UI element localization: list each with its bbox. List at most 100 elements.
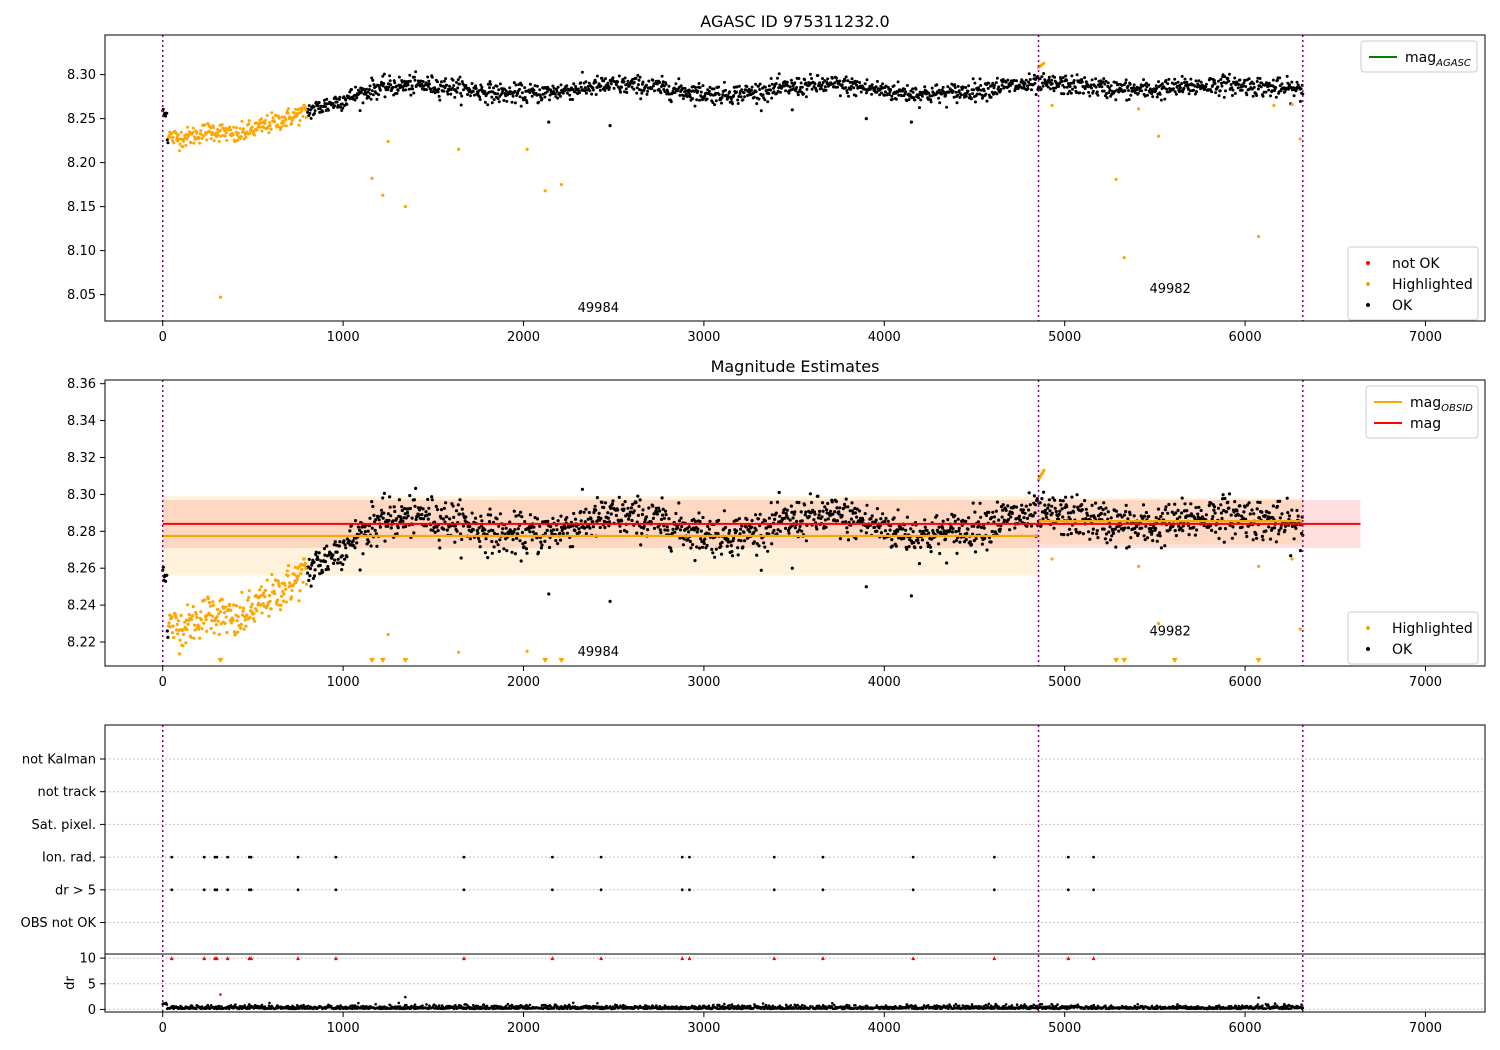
ok-point (905, 515, 910, 519)
ok-point (480, 519, 484, 523)
ok-point (1196, 512, 1200, 516)
ok-point (555, 89, 559, 93)
ok-point (987, 510, 991, 514)
ok-point (830, 76, 834, 80)
ok-point (1103, 82, 1107, 86)
highlighted-point (250, 602, 254, 606)
ok-point (825, 508, 829, 512)
ok-point (1251, 94, 1255, 98)
ok-point (1048, 509, 1052, 513)
ok-point (441, 517, 445, 521)
ok-point (905, 99, 909, 103)
ok-point (847, 94, 850, 98)
ok-point (448, 517, 452, 521)
ok-point (1074, 527, 1078, 532)
ok-point (820, 515, 824, 519)
ok-point (995, 76, 999, 80)
ok-point (361, 552, 365, 556)
ok-point (375, 97, 379, 101)
ok-point (307, 104, 311, 108)
highlighted-point (457, 147, 461, 151)
ok-point (1267, 81, 1271, 85)
ok-point (459, 103, 463, 107)
ok-point (883, 90, 887, 94)
ok-point (1237, 513, 1241, 517)
ok-point (478, 539, 482, 544)
ok-point (395, 532, 399, 536)
ok-point (534, 532, 538, 536)
ok-point (561, 532, 565, 536)
ok-point (969, 543, 974, 547)
ok-point (947, 529, 952, 533)
highlighted-point (218, 295, 223, 299)
ok-point (508, 86, 512, 90)
ok-point (1194, 506, 1198, 510)
ok-point (538, 524, 542, 528)
ok-point (853, 511, 858, 515)
ok-point (786, 516, 790, 520)
highlighted-point (255, 128, 259, 132)
ok-point (985, 548, 989, 552)
ok-point (455, 529, 459, 533)
ok-point (879, 517, 883, 521)
highlighted-point (174, 131, 178, 135)
ok-point (846, 79, 850, 83)
highlighted-point (186, 125, 189, 129)
ok-point (979, 84, 983, 87)
ok-point (600, 76, 604, 80)
ok-point (937, 96, 941, 100)
ok-point (1094, 85, 1098, 89)
ok-point (611, 76, 615, 80)
ok-point (955, 551, 959, 556)
highlighted-point (268, 124, 272, 128)
ok-point (355, 541, 359, 545)
ok-point (1033, 81, 1037, 85)
ok-point (323, 560, 328, 564)
ok-point (1043, 78, 1047, 82)
ok-point (971, 77, 975, 81)
ok-point (341, 562, 345, 567)
ok-point (968, 540, 972, 544)
highlighted-point (247, 589, 251, 593)
highlighted-point (262, 591, 266, 595)
highlighted-point (278, 608, 283, 612)
ok-point (755, 102, 759, 106)
ok-point (1193, 516, 1197, 521)
ok-point (476, 91, 480, 95)
ok-point (961, 85, 965, 89)
ok-point (591, 525, 596, 529)
ok-point (937, 542, 941, 546)
ok-point (532, 88, 536, 92)
ok-point (808, 72, 812, 76)
ok-point (443, 86, 447, 90)
ok-point (972, 88, 976, 92)
ok-point (479, 514, 483, 518)
magnitude-axis-xtick-label: 7000 (1409, 675, 1442, 690)
ok-point (309, 116, 313, 120)
ok-point (492, 98, 496, 102)
ok-point (762, 541, 766, 545)
ok-point (353, 98, 357, 102)
ok-point (1090, 78, 1094, 82)
highlighted-point (195, 131, 199, 135)
ok-point (1070, 74, 1074, 78)
ok-point (659, 91, 663, 95)
flag-event-point (1066, 855, 1070, 859)
ok-point (1241, 516, 1245, 520)
ok-point (791, 516, 795, 520)
ok-point (1108, 88, 1112, 92)
ok-point (1106, 510, 1110, 514)
ok-point (500, 531, 504, 535)
ok-point (735, 518, 739, 522)
ok-point (838, 94, 842, 98)
ok-point (619, 90, 622, 94)
ok-point (681, 86, 685, 90)
ok-point (850, 501, 854, 505)
ok-point (564, 86, 568, 90)
ok-point (774, 511, 778, 515)
ok-point (935, 514, 939, 518)
ok-point (1087, 90, 1091, 94)
ok-point (338, 95, 342, 99)
highlighted-point (386, 633, 390, 637)
ok-point (785, 508, 789, 512)
